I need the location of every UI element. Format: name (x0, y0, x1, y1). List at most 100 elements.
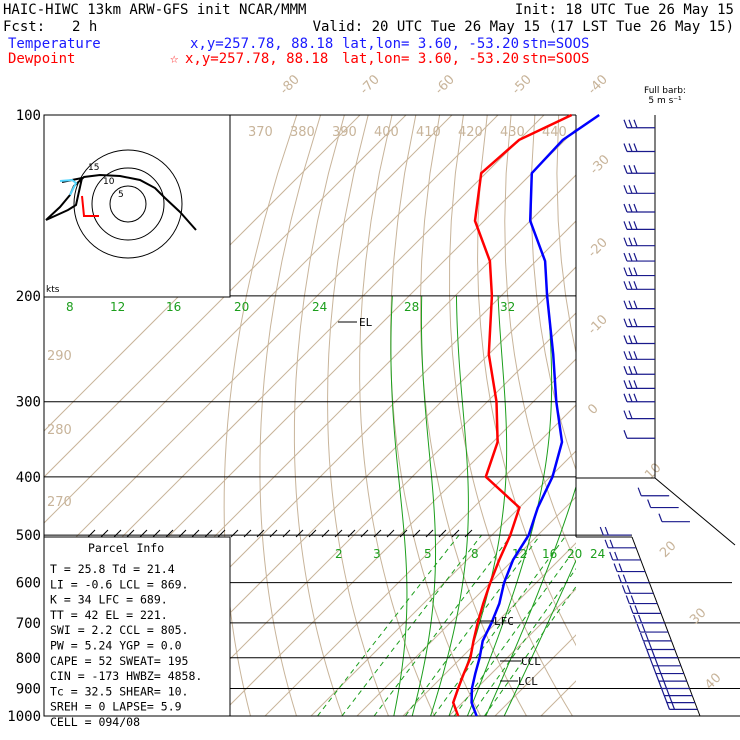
hodograph-ring-label-5: 5 (118, 190, 124, 200)
hatch-tick (217, 529, 226, 538)
wind-barb-flag (604, 539, 609, 549)
wind-barb-flag (637, 487, 642, 496)
dry-adiabat-line (504, 115, 576, 564)
parcel-info-row: LI = -0.6 LCL = 869. (50, 577, 188, 591)
dry-adiabat-labels: 370 380 390 400 410 420 430 440 290 280 270 (47, 125, 567, 510)
wind-barb-flag (662, 680, 668, 689)
hodograph-frame (43, 114, 231, 298)
dry-adiabat-label: 420 (458, 125, 483, 140)
wind-barb-flag (623, 203, 628, 213)
wind-barb-flag (633, 237, 638, 246)
legend-dewpoint-xy: x,y=257.78, 88.18 (185, 51, 328, 67)
wind-barb-flag (623, 185, 628, 194)
wind-barb-flag (655, 672, 660, 682)
parcel-info-row: SWI = 2.2 CCL = 805. (50, 623, 188, 637)
wind-barb-flag (623, 252, 628, 262)
wind-barb-flag (623, 410, 628, 419)
wind-barb-flag (623, 366, 628, 375)
header: HAIC-HIWC 13km ARW-GFS init NCAR/MMM Ini… (3, 2, 734, 106)
hatch-tick (438, 529, 447, 538)
moist-adiabat-labels: 8 12 16 20 24 28 32 (66, 300, 515, 314)
wind-barb-flag (628, 335, 633, 344)
moist-adiabat-label: 12 (110, 300, 125, 314)
hatch-tick (412, 529, 421, 538)
pressure-label-800: 800 (16, 651, 41, 667)
dry-adiabat-line (449, 115, 573, 716)
wind-barb-flag (623, 281, 628, 290)
hatch-tick (321, 529, 330, 538)
dry-adiabat-label: 430 (500, 125, 525, 140)
pressure-label-700: 700 (16, 616, 41, 632)
pressure-label-1000: 1000 (7, 709, 41, 725)
moist-adiabat-label: 8 (66, 300, 74, 314)
mixing-ratio-line (373, 534, 512, 716)
wind-barb-flag (651, 649, 656, 658)
wind-barb-flag (633, 300, 638, 309)
wind-barb-flag (663, 694, 668, 703)
hatch-tick (464, 529, 473, 538)
wind-barb-flag (622, 574, 627, 583)
dry-adiabat-line (725, 115, 740, 716)
wind-barb-flag (628, 410, 633, 419)
isotherm-line (172, 312, 576, 716)
hatch-tick (373, 529, 382, 538)
mixing-ratio-line (404, 534, 541, 716)
isotherm-label: -40 (585, 72, 611, 98)
dry-adiabat-line (556, 115, 576, 356)
dry-adiabat-label: 440 (542, 125, 567, 140)
dry-adiabat-line (702, 115, 740, 716)
wind-barb-flag (621, 585, 626, 594)
isotherm-label: 30 (687, 606, 709, 628)
wind-barb-flag (623, 351, 628, 360)
pressure-label-300: 300 (16, 395, 41, 411)
moist-adiabat-line (411, 295, 437, 716)
wind-barb-flag (633, 252, 638, 262)
wind-barb-flag (633, 366, 638, 375)
hodograph: 5 10 15 kts (43, 114, 231, 298)
parcel-info-row: CELL = 094/08 (50, 715, 140, 729)
legend-temperature-stn: stn=SOOS (522, 36, 589, 52)
wind-barb-flag (628, 366, 633, 375)
wind-barb-flag (623, 300, 628, 309)
dry-adiabat-label: 280 (47, 423, 72, 438)
pressure-labels: 100 200 300 400 500 600 700 800 900 1000 (7, 108, 41, 725)
hatch-tick (230, 529, 239, 538)
wind-barb-flag (670, 701, 676, 710)
hatch-tick (282, 529, 291, 538)
mixing-ratio-label: 8 (471, 547, 479, 561)
legend-dewpoint-stn: stn=SOOS (522, 51, 589, 67)
lfc-marker-label: LFC (494, 615, 514, 628)
wind-barb-flag (628, 143, 633, 152)
hodograph-ring-5 (109, 185, 147, 223)
parcel-info-panel: Parcel Info T = 25.8 Td = 21.4LI = -0.6 … (43, 536, 231, 729)
parcel-info-row: CAPE = 52 SWEAT= 195 (50, 654, 188, 668)
wind-barb-column (576, 115, 736, 717)
moist-adiabat-line (448, 295, 508, 716)
hatch-tick (295, 529, 304, 538)
dry-adiabat-label: 380 (290, 125, 315, 140)
isotherm-line (402, 542, 576, 716)
isotherm-label: -60 (432, 72, 458, 98)
wind-barb-flag (628, 221, 633, 230)
level-markers: EL LFC CCL LCL (338, 316, 541, 688)
legend-temperature-xy: x,y=257.78, 88.18 (190, 36, 333, 52)
isotherm-line (44, 115, 545, 616)
parcel-info-row: TT = 42 EL = 221. (50, 608, 168, 622)
hatch-tick (399, 529, 408, 538)
mixing-ratio-line (433, 534, 567, 716)
hodograph-trace-red (81, 195, 99, 217)
isotherm-label: 40 (702, 671, 724, 693)
wind-barb-flag (633, 143, 638, 152)
mixing-ratio-label: 2 (335, 547, 343, 561)
mixing-ratio-label: 20 (567, 547, 582, 561)
wind-barb-flag (657, 680, 663, 689)
wind-barb-flag (628, 203, 633, 213)
wind-barb-flag (604, 526, 609, 536)
isotherm-label: 0 (585, 401, 601, 417)
wind-barb-flag (623, 237, 628, 246)
wind-barb-flag (618, 563, 623, 572)
hatch-tick (451, 529, 460, 538)
moist-adiabat-label: 20 (234, 300, 249, 314)
isotherm-line (587, 115, 740, 716)
